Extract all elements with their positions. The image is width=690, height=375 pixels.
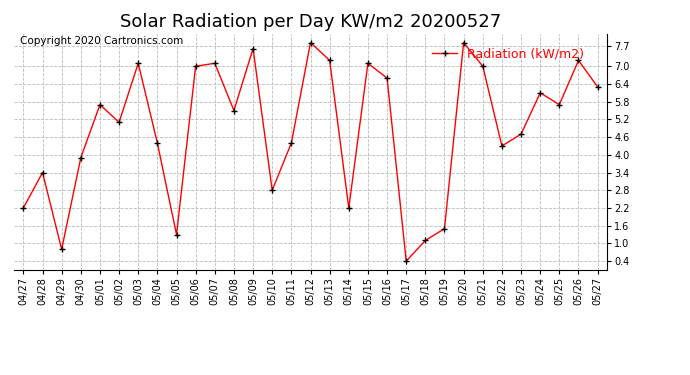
Radiation (kW/m2)	[19, 206, 28, 210]
Radiation (kW/m2)	[306, 40, 315, 45]
Radiation (kW/m2)	[402, 259, 411, 263]
Radiation (kW/m2)	[574, 58, 582, 63]
Radiation (kW/m2)	[96, 102, 104, 107]
Legend: Radiation (kW/m2): Radiation (kW/m2)	[427, 42, 589, 65]
Radiation (kW/m2)	[440, 226, 449, 231]
Radiation (kW/m2)	[421, 238, 429, 243]
Radiation (kW/m2)	[57, 247, 66, 252]
Radiation (kW/m2)	[326, 58, 334, 63]
Radiation (kW/m2)	[192, 64, 200, 69]
Radiation (kW/m2)	[39, 170, 47, 175]
Radiation (kW/m2)	[115, 120, 124, 124]
Radiation (kW/m2)	[383, 76, 391, 80]
Radiation (kW/m2)	[134, 61, 142, 66]
Title: Solar Radiation per Day KW/m2 20200527: Solar Radiation per Day KW/m2 20200527	[120, 13, 501, 31]
Radiation (kW/m2)	[153, 141, 161, 145]
Line: Radiation (kW/m2): Radiation (kW/m2)	[20, 39, 601, 265]
Radiation (kW/m2)	[517, 132, 525, 136]
Radiation (kW/m2)	[497, 144, 506, 148]
Radiation (kW/m2)	[536, 91, 544, 95]
Radiation (kW/m2)	[249, 46, 257, 51]
Radiation (kW/m2)	[593, 85, 602, 89]
Radiation (kW/m2)	[364, 61, 372, 66]
Radiation (kW/m2)	[210, 61, 219, 66]
Radiation (kW/m2)	[555, 102, 564, 107]
Text: Copyright 2020 Cartronics.com: Copyright 2020 Cartronics.com	[20, 36, 183, 46]
Radiation (kW/m2)	[460, 40, 468, 45]
Radiation (kW/m2)	[230, 108, 238, 113]
Radiation (kW/m2)	[172, 232, 181, 237]
Radiation (kW/m2)	[344, 206, 353, 210]
Radiation (kW/m2)	[268, 188, 277, 192]
Radiation (kW/m2)	[287, 141, 295, 145]
Radiation (kW/m2)	[479, 64, 487, 69]
Radiation (kW/m2)	[77, 156, 85, 160]
